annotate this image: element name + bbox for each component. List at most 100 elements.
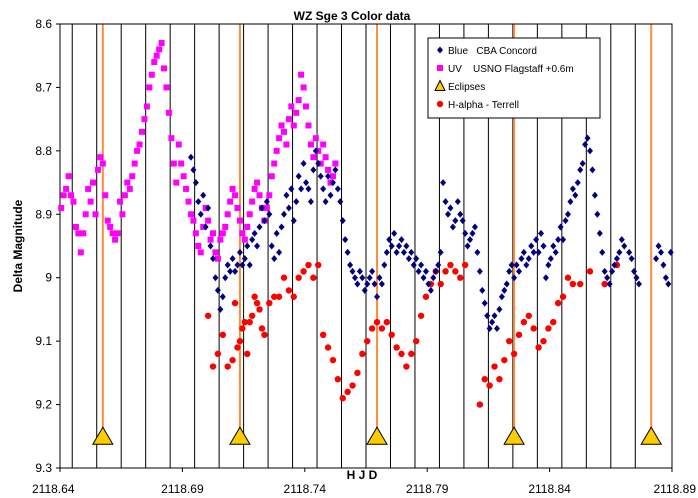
data-point-diamond — [266, 210, 273, 218]
data-point-diamond — [232, 267, 239, 275]
data-point-diamond — [258, 204, 265, 212]
legend-marker-circle — [436, 100, 444, 108]
data-point-circle — [586, 268, 594, 275]
data-point-diamond — [359, 274, 366, 282]
data-point-diamond — [540, 242, 547, 250]
data-point-square — [116, 198, 123, 205]
data-point-circle — [452, 268, 459, 275]
data-point-diamond — [393, 248, 400, 256]
data-point-circle — [554, 299, 562, 307]
data-point-diamond — [476, 267, 483, 275]
data-point-diamond — [574, 179, 581, 187]
data-point-circle — [364, 337, 371, 345]
data-point-square — [114, 230, 121, 237]
data-point-circle — [224, 363, 231, 370]
data-point-circle — [569, 280, 577, 288]
data-point-square — [236, 217, 243, 224]
data-point-diamond — [241, 255, 248, 263]
data-point-circle — [530, 325, 537, 332]
data-point-circle — [525, 312, 532, 319]
data-point-diamond — [550, 242, 557, 250]
data-point-square — [325, 166, 332, 173]
x-tick-label: 2118.74 — [284, 482, 327, 496]
data-point-circle — [229, 356, 236, 364]
data-point-diamond — [596, 229, 603, 237]
data-point-diamond — [249, 236, 256, 244]
data-point-square — [72, 223, 79, 230]
data-point-diamond — [467, 236, 474, 244]
data-point-square — [185, 198, 192, 205]
data-point-square — [285, 116, 292, 123]
data-point-diamond — [657, 248, 664, 256]
data-point-triangle — [229, 426, 251, 445]
data-point-circle — [290, 293, 297, 300]
data-point-diamond — [374, 293, 381, 301]
data-point-square — [227, 198, 234, 205]
data-point-circle — [577, 280, 584, 288]
data-point-diamond — [562, 217, 569, 225]
data-point-square — [121, 192, 128, 199]
data-point-diamond — [511, 274, 518, 282]
data-point-square — [303, 103, 310, 110]
x-tick-label: 2118.79 — [406, 482, 449, 496]
data-point-diamond — [388, 242, 395, 250]
data-point-square — [283, 141, 290, 148]
data-point-diamond — [192, 179, 199, 187]
data-point-diamond — [268, 242, 275, 250]
data-point-diamond — [503, 280, 510, 288]
data-point-diamond — [513, 261, 520, 269]
data-point-diamond — [604, 274, 611, 282]
data-point-square — [143, 103, 150, 110]
data-point-circle — [564, 274, 572, 281]
data-point-diamond — [276, 248, 283, 256]
data-point-diamond — [295, 172, 302, 180]
x-tick-label: 2118.89 — [654, 482, 697, 496]
data-point-square — [165, 109, 172, 116]
chart-title: WZ Sge 3 Color data — [294, 9, 411, 23]
legend-box — [427, 37, 601, 119]
data-point-diamond — [254, 242, 261, 250]
x-tick-label: 2118.64 — [32, 482, 75, 496]
data-point-circle — [271, 293, 278, 300]
data-point-diamond — [219, 293, 226, 301]
data-point-square — [65, 173, 72, 180]
data-point-square — [124, 179, 131, 186]
data-point-circle — [231, 299, 239, 307]
data-point-diamond — [533, 236, 540, 244]
data-point-diamond — [280, 210, 287, 218]
data-point-square — [305, 122, 312, 129]
data-point-square — [131, 160, 138, 167]
data-point-circle — [239, 325, 246, 332]
data-point-circle — [422, 293, 430, 300]
data-point-diamond — [415, 267, 422, 275]
data-point-square — [112, 236, 119, 243]
data-point-diamond — [518, 255, 525, 263]
data-point-diamond — [538, 229, 545, 237]
data-point-diamond — [589, 166, 596, 174]
data-point-diamond — [555, 236, 562, 244]
data-point-diamond — [491, 312, 498, 320]
data-point-diamond — [459, 217, 466, 225]
data-point-square — [82, 211, 89, 218]
data-point-square — [234, 204, 241, 211]
data-point-diamond — [285, 204, 292, 212]
data-point-triangle — [503, 426, 525, 445]
data-point-diamond — [190, 166, 197, 174]
data-point-circle — [310, 274, 317, 281]
data-point-diamond — [606, 280, 613, 288]
data-point-square — [168, 135, 175, 142]
data-point-diamond — [506, 267, 513, 275]
legend-marker-square — [437, 65, 443, 71]
data-point-diamond — [398, 236, 405, 244]
data-point-circle — [442, 268, 449, 275]
data-point-diamond — [552, 248, 559, 256]
data-point-diamond — [516, 267, 522, 275]
data-point-square — [241, 236, 248, 243]
data-point-square — [263, 204, 270, 211]
data-point-diamond — [234, 261, 241, 269]
data-point-diamond — [339, 217, 346, 225]
data-point-square — [178, 160, 185, 167]
data-point-square — [217, 236, 224, 243]
data-point-circle — [496, 376, 503, 383]
data-point-diamond — [300, 160, 307, 168]
